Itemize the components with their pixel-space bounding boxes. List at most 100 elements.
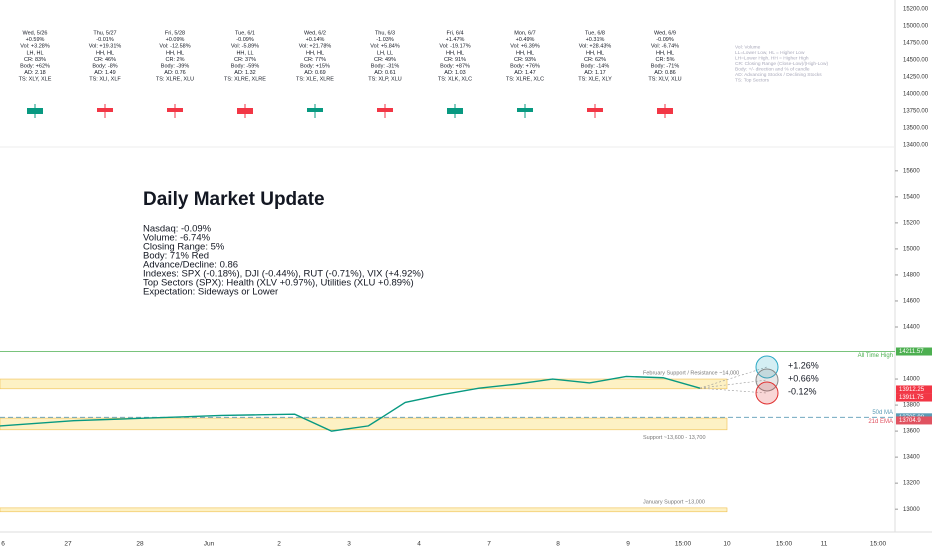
day-note: +0.49% xyxy=(516,37,535,43)
day-note: AD: 1.03 xyxy=(444,70,465,76)
day-note: Body: +87% xyxy=(440,63,470,69)
day-note: -0.09% xyxy=(656,37,674,43)
day-note: TS: XLV, XLU xyxy=(648,77,681,83)
x-tick-label: 27 xyxy=(64,541,72,548)
y-tick-label: 14400 xyxy=(903,325,920,331)
x-tick-label: 7 xyxy=(487,541,491,548)
day-note: HH, HL xyxy=(446,50,464,56)
top-axis-label: 15200.00 xyxy=(903,7,929,13)
day-note: Thu, 5/27 xyxy=(93,30,116,36)
day-note: HH, HL xyxy=(516,50,534,56)
price-tag xyxy=(896,416,932,425)
day-note: Vol: -12.58% xyxy=(159,44,190,50)
price-tag-label: 13912.25 xyxy=(899,387,925,393)
projection-circle xyxy=(755,368,779,392)
day-note: CR: 46% xyxy=(94,57,116,63)
level-label: All Time High xyxy=(858,353,893,359)
legend-note: CR: Closing Range (Close-Low)/(High-Low) xyxy=(735,61,828,67)
x-tick-label: 6 xyxy=(1,541,5,548)
price-tag-label: 14211.57 xyxy=(899,349,924,355)
day-note: Body: +15% xyxy=(300,63,330,69)
day-note: Fri, 6/4 xyxy=(446,30,463,36)
summary-line: Top Sectors (SPX): Health (XLV +0.97%), … xyxy=(143,278,414,289)
y-tick-label: 13200 xyxy=(903,481,920,487)
y-tick-label: 14600 xyxy=(903,299,920,305)
day-note: +0.59% xyxy=(26,37,45,43)
top-axis-label: 15000.00 xyxy=(903,24,929,30)
day-note: +0.09% xyxy=(166,37,185,43)
x-tick-label: 9 xyxy=(626,541,630,548)
summary-line: Advance/Decline: 0.86 xyxy=(143,260,238,271)
day-note: AD: 0.86 xyxy=(654,70,675,76)
projection-circle xyxy=(755,355,779,379)
day-note: Fri, 5/28 xyxy=(165,30,185,36)
day-note: HH, HL xyxy=(306,50,324,56)
legend-note: Body: +/- direction and % of candle xyxy=(735,66,810,72)
top-axis-label: 14500.00 xyxy=(903,58,929,64)
day-note: TS: XLE, XLY xyxy=(578,77,612,83)
day-note: Body: -8% xyxy=(92,63,117,69)
day-note: +1.47% xyxy=(446,37,465,43)
price-line xyxy=(0,375,701,432)
y-tick-label: 13800 xyxy=(903,403,920,409)
summary-line: Volume: -6.74% xyxy=(143,233,211,244)
day-note: TS: XLK, XLC xyxy=(438,77,472,83)
y-tick-label: 13600 xyxy=(903,429,920,435)
price-tag-label: 13911.75 xyxy=(899,395,924,401)
day-note: TS: XLI, XLF xyxy=(89,77,121,83)
zone-label: February Support / Resistance ~14,000 xyxy=(643,370,739,376)
day-note: HH, HL xyxy=(166,50,184,56)
day-note: AD: 1.49 xyxy=(94,70,115,76)
legend-note: LL=Lower Low, HL = Higher Low xyxy=(735,50,805,56)
day-note: TS: XLY, XLE xyxy=(19,77,52,83)
legend-note: TS: Top Sectors xyxy=(735,77,770,83)
day-note: AD: 0.76 xyxy=(164,70,185,76)
projection-label: +1.26% xyxy=(788,360,819,370)
day-note: +0.31% xyxy=(586,37,605,43)
top-axis-label: 14250.00 xyxy=(903,75,929,81)
top-axis-label: 14000.00 xyxy=(903,92,929,98)
day-note: Body: -39% xyxy=(161,63,190,69)
summary-line: Body: 71% Red xyxy=(143,251,209,262)
price-tag xyxy=(896,393,932,402)
y-tick-label: 13400 xyxy=(903,455,920,461)
day-note: TS: XLE, XLRE xyxy=(296,77,334,83)
top-axis-label: 14750.00 xyxy=(903,41,929,47)
day-note: Wed, 5/26 xyxy=(23,30,48,36)
day-note: AD: 1.17 xyxy=(584,70,605,76)
projection-label: -0.12% xyxy=(788,386,817,396)
zone xyxy=(0,507,728,513)
x-tick-label: 2 xyxy=(277,541,281,548)
day-note: Mon, 6/7 xyxy=(514,30,535,36)
legend-note: LH=Lower High, HH = Higher High xyxy=(735,55,809,61)
price-tag-label: 13704.9 xyxy=(899,418,921,424)
y-tick-label: 14800 xyxy=(903,273,920,279)
day-note: Wed, 6/9 xyxy=(654,30,676,36)
top-axis-label: 13750.00 xyxy=(903,109,929,115)
day-note: -0.09% xyxy=(236,37,254,43)
title: Daily Market Update xyxy=(143,189,325,210)
day-note: Wed, 6/2 xyxy=(304,30,326,36)
zone xyxy=(0,417,728,431)
day-note: Thu, 6/3 xyxy=(375,30,395,36)
day-note: HH, LL xyxy=(236,50,253,56)
x-tick-label: 4 xyxy=(417,541,421,548)
summary-line: Closing Range: 5% xyxy=(143,242,225,253)
day-note: TS: XLRE, XLC xyxy=(506,77,544,83)
day-note: Vol: +28.43% xyxy=(579,44,612,50)
y-tick-label: 13000 xyxy=(903,507,920,513)
day-note: Tue, 6/8 xyxy=(585,30,605,36)
x-tick-label: 15:00 xyxy=(675,541,692,548)
legend-note: AD: Advancing Stocks / Declining Stocks xyxy=(735,72,822,78)
day-note: HH, HL xyxy=(96,50,114,56)
y-tick-label: 15400 xyxy=(903,194,920,200)
x-tick-label: Jun xyxy=(204,541,215,548)
day-note: AD: 0.69 xyxy=(304,70,325,76)
day-note: Body: -31% xyxy=(371,63,400,69)
summary-line: Expectation: Sideways or Lower xyxy=(143,287,278,298)
day-note: Body: +62% xyxy=(20,63,50,69)
y-tick-label: 15200 xyxy=(903,220,920,226)
day-note: Body: +76% xyxy=(510,63,540,69)
day-note: AD: 1.32 xyxy=(234,70,255,76)
